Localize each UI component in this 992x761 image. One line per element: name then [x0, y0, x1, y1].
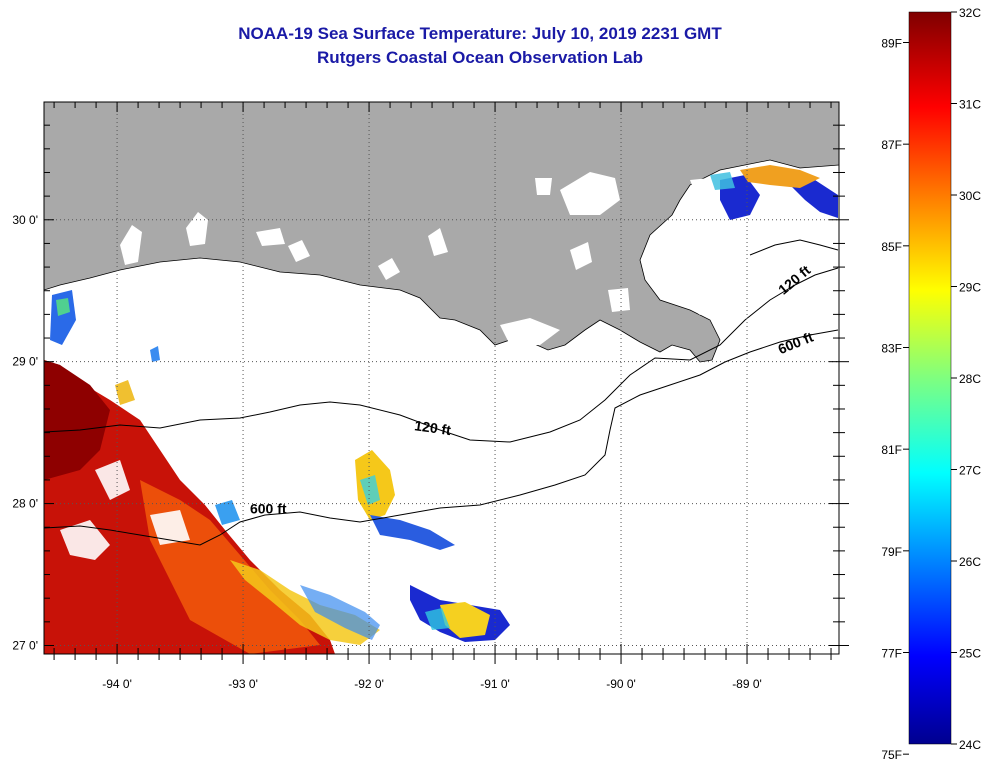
- colorbar-label-celsius: 25C: [959, 647, 981, 661]
- sst-patch-west-coast-green: [56, 298, 70, 316]
- lake-white: [288, 240, 310, 262]
- colorbar-label-fahrenheit: 81F: [881, 443, 902, 457]
- colorbar-label-fahrenheit: 83F: [881, 342, 902, 356]
- map-title: NOAA-19 Sea Surface Temperature: July 10…: [238, 24, 722, 43]
- sst-data-layer: [44, 165, 838, 654]
- lat-tick-label: 28 0': [12, 497, 38, 511]
- colorbar-label-celsius: 27C: [959, 464, 981, 478]
- lake-pontchartrain: [560, 172, 620, 215]
- sst-patch-central-cyan: [360, 475, 380, 505]
- colorbar-label-celsius: 28C: [959, 372, 981, 386]
- vermilion-bay: [378, 258, 400, 280]
- colorbar-label-fahrenheit: 85F: [881, 240, 902, 254]
- sst-patch-small-east: [215, 500, 240, 525]
- colorbar: [908, 11, 952, 745]
- lake-atchafalaya: [428, 228, 448, 256]
- colorbar-label-fahrenheit: 75F: [881, 748, 902, 761]
- colorbar-label-fahrenheit: 77F: [881, 647, 902, 661]
- colorbar-label-celsius: 31C: [959, 98, 981, 112]
- breton-sound: [660, 212, 760, 315]
- lat-tick-label: 27 0': [12, 638, 38, 652]
- lon-tick-label: -91 0': [480, 677, 510, 691]
- contour-600ft: [44, 329, 839, 546]
- terrebonne-bay: [500, 318, 560, 345]
- lake-maurepas: [535, 178, 552, 195]
- lon-tick-label: -89 0': [732, 677, 762, 691]
- lake-salvador: [570, 242, 592, 270]
- contour-label: 120 ft: [414, 417, 453, 438]
- axis-labels: -94 0' -93 0' -92 0' -91 0' -90 0' -89 0' 30 0…: [12, 213, 762, 691]
- map-subtitle: Rutgers Coastal Ocean Observation Lab: [317, 48, 643, 67]
- contour-120ft-east: [749, 239, 839, 256]
- lake-calcasieu: [186, 212, 208, 246]
- sst-patch-northeast-cyan: [710, 172, 735, 190]
- lake-grand: [256, 228, 285, 246]
- map-frame: [43, 101, 840, 655]
- lon-tick-label: -92 0': [354, 677, 384, 691]
- colorbar-label-celsius: 26C: [959, 555, 981, 569]
- sst-patch-northeast: [720, 175, 838, 220]
- colorbar-label-celsius: 32C: [959, 6, 981, 20]
- lat-tick-label: 30 0': [12, 213, 38, 227]
- sst-patch-cloud-gaps: [60, 460, 190, 560]
- lat-tick-label: 29 0': [12, 355, 38, 369]
- colorbar-label-fahrenheit: 79F: [881, 545, 902, 559]
- sst-patch-south-yellow: [440, 602, 490, 638]
- map-area: [44, 102, 839, 654]
- sst-patch-central-blue: [370, 515, 455, 550]
- sst-patch-orange: [140, 480, 320, 654]
- sst-patch-cool-edge: [300, 585, 380, 640]
- axis-ticks: [44, 102, 849, 664]
- colorbar-label-fahrenheit: 87F: [881, 138, 902, 152]
- contour-label: 600 ft: [250, 501, 287, 517]
- bay-west: [120, 225, 142, 265]
- sst-patch-northeast-warm: [740, 165, 820, 188]
- sst-patch-darkred: [44, 360, 110, 480]
- graticule: [44, 102, 839, 654]
- colorbar-label-celsius: 29C: [959, 281, 981, 295]
- sst-patch-south-cyan: [425, 608, 450, 630]
- lon-tick-label: -94 0': [102, 677, 132, 691]
- colorbar-label-celsius: 24C: [959, 738, 981, 752]
- sst-patch-small-mid: [150, 346, 160, 362]
- contour-120ft-west: [44, 267, 839, 443]
- colorbar-labels: 32C 31C 30C 29C 28C 27C 26C 25C 24C 89F 87F 85F 83F 8…: [881, 6, 981, 761]
- lon-tick-label: -90 0': [606, 677, 636, 691]
- colorbar-label-celsius: 30C: [959, 189, 981, 203]
- barataria-bay: [608, 288, 630, 312]
- sst-patch-small-yellow: [115, 380, 135, 405]
- colorbar-label-fahrenheit: 89F: [881, 37, 902, 51]
- lon-tick-label: -93 0': [228, 677, 258, 691]
